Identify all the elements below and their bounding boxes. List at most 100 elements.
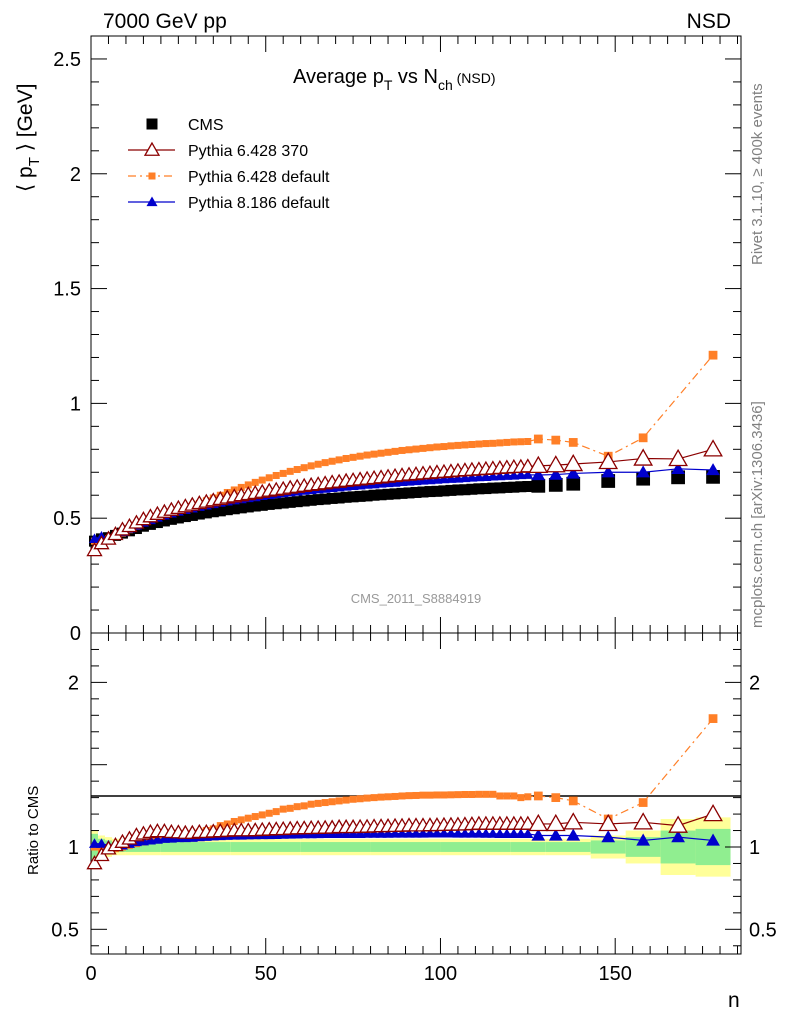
data-point (265, 474, 273, 482)
data-point (638, 798, 648, 807)
data-point (531, 828, 546, 841)
ratio-y-tick-label-right: 0.5 (749, 919, 777, 941)
data-point (445, 484, 457, 496)
data-point (293, 803, 301, 811)
data-point (293, 466, 301, 474)
data-point (517, 794, 525, 802)
legend-entry: CMS (146, 117, 224, 134)
data-point (461, 441, 469, 449)
data-point (347, 491, 359, 503)
ratio-band-inner (370, 842, 441, 852)
data-point (452, 484, 464, 496)
data-point (468, 440, 476, 448)
data-point (251, 813, 259, 821)
data-point (356, 795, 364, 803)
data-point (391, 447, 399, 455)
data-point (708, 350, 718, 360)
data-point (244, 481, 252, 489)
data-point (396, 828, 408, 838)
data-point (272, 808, 280, 816)
data-point (265, 809, 273, 817)
data-point (151, 517, 163, 529)
data-point (522, 481, 534, 493)
data-point (186, 509, 198, 521)
data-point (548, 467, 563, 480)
data-point (466, 828, 478, 838)
data-point (286, 467, 294, 475)
data-point (370, 450, 378, 458)
data-point (601, 465, 616, 478)
ratio-band-inner (510, 842, 546, 852)
data-point (312, 494, 324, 506)
data-point (244, 814, 252, 822)
data-point (146, 196, 158, 207)
data-point (412, 791, 420, 799)
data-point (533, 434, 543, 444)
data-point (86, 542, 103, 557)
data-point (165, 513, 177, 525)
x-tick-label: 100 (424, 963, 457, 985)
data-point (361, 490, 373, 502)
data-point (279, 469, 287, 477)
data-point (706, 833, 720, 846)
data-point (349, 795, 357, 803)
header-left: 7000 GeV pp (103, 10, 227, 33)
series-layer (86, 350, 723, 870)
data-point (158, 515, 170, 527)
data-point (363, 794, 371, 802)
data-point (237, 816, 245, 824)
data-point (496, 439, 504, 447)
ratio-y-tick-label: 2 (68, 672, 79, 694)
data-point (510, 792, 518, 800)
data-point (207, 506, 219, 518)
data-point (533, 791, 543, 801)
legend-label: Pythia 6.428 default (188, 169, 330, 186)
data-point (548, 828, 563, 841)
data-point (466, 483, 478, 495)
axis-ticks: 0 0.5 1 1.5 2 2.5 0.5 0.5 1 1 2 2 0 50 100 150 (51, 35, 777, 985)
data-point (368, 828, 380, 838)
data-point (342, 454, 350, 462)
data-point (258, 476, 266, 484)
data-point (410, 486, 422, 498)
data-point (433, 791, 441, 799)
data-point (431, 827, 443, 838)
header-right: NSD (687, 10, 731, 33)
data-point (398, 792, 406, 800)
data-point (452, 828, 464, 838)
data-point (440, 443, 448, 451)
data-point (277, 497, 289, 509)
data-point (545, 455, 566, 473)
data-point (438, 827, 450, 838)
data-point (598, 813, 619, 832)
data-point (403, 828, 415, 838)
y-axis-label: ⟨ pT ⟩ [GeV] (14, 84, 43, 192)
ratio-y-tick-label-right: 1 (749, 837, 760, 859)
data-point (703, 804, 723, 822)
data-point (489, 790, 497, 798)
ratio-series-pythia-6-428-370 (86, 804, 723, 870)
data-point (531, 468, 546, 481)
data-point (389, 828, 401, 838)
data-point (524, 793, 532, 801)
data-point (307, 462, 315, 470)
data-point (440, 791, 448, 799)
data-point (363, 451, 371, 459)
data-point (487, 482, 499, 494)
data-point (384, 448, 392, 456)
main-series-cms (88, 469, 720, 547)
data-point (433, 443, 441, 451)
data-point (249, 500, 261, 512)
data-point (321, 459, 329, 467)
x-tick-label: 0 (85, 963, 96, 985)
data-point (251, 478, 259, 486)
data-point (601, 830, 616, 843)
watermark: CMS_2011_S8884919 (351, 591, 482, 606)
data-point (335, 456, 343, 464)
data-point (86, 855, 103, 870)
x-tick-label: 50 (255, 963, 277, 985)
data-point (426, 444, 434, 452)
data-point (377, 793, 385, 801)
data-point (568, 796, 578, 806)
data-point (172, 512, 184, 524)
